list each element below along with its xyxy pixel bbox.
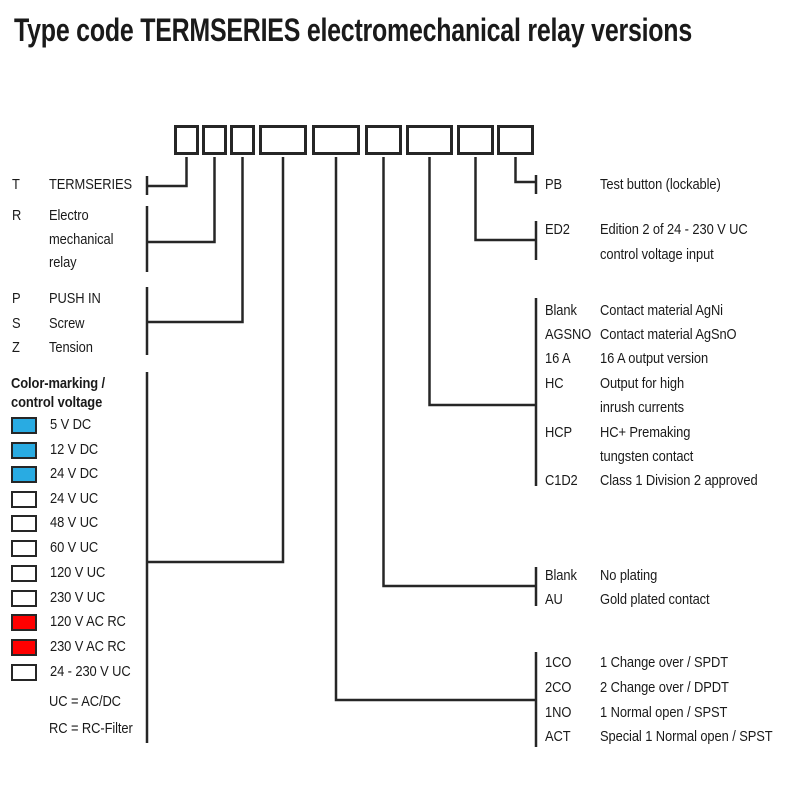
- page-title: Type code TERMSERIES electromechanical r…: [14, 12, 692, 48]
- voltage-label-60vuc: 60 V UC: [50, 539, 99, 556]
- right-code-c1d2: C1D2: [545, 472, 578, 489]
- code-box-5: [312, 125, 360, 155]
- right-desc-act: Special 1 Normal open / SPST: [600, 728, 773, 745]
- right-code-au: AU: [545, 591, 563, 608]
- right-code-16a: 16 A: [545, 350, 571, 367]
- note-rc: RC = RC-Filter: [49, 720, 133, 737]
- code-letter-s: S: [12, 315, 21, 332]
- code-letter-r: R: [12, 207, 22, 224]
- color-swatch-60vuc: [11, 540, 37, 557]
- color-swatch-12vdc: [11, 442, 37, 459]
- right-desc-agsno: Contact material AgSnO: [600, 326, 737, 343]
- right-desc-1co: 1 Change over / SPDT: [600, 654, 729, 671]
- voltage-label-230vuc: 230 V UC: [50, 589, 106, 606]
- code-box-1: [174, 125, 199, 155]
- label-push-in: PUSH IN: [49, 290, 101, 307]
- right-desc-agni: Contact material AgNi: [600, 302, 723, 319]
- right-code-1co: 1CO: [545, 654, 572, 671]
- right-desc-no-plating: No plating: [600, 567, 658, 584]
- label-relay-line3: relay: [49, 254, 77, 271]
- color-swatch-230vacrc: [11, 639, 37, 656]
- right-code-act: ACT: [545, 728, 571, 745]
- line-box9-to-test-button: [514, 157, 535, 184]
- voltage-label-12vdc: 12 V DC: [50, 441, 99, 458]
- voltage-label-24vdc: 24 V DC: [50, 465, 99, 482]
- color-marking-heading-line2: control voltage: [11, 394, 103, 411]
- label-screw: Screw: [49, 315, 85, 332]
- color-marking-heading-line1: Color-marking /: [11, 375, 106, 392]
- right-desc-hcp-line1: HC+ Premaking: [600, 424, 691, 441]
- line-box5-to-contacts: [334, 157, 535, 702]
- right-code-1no: 1NO: [545, 704, 572, 721]
- code-box-9: [497, 125, 534, 155]
- right-desc-hc-line1: Output for high: [600, 375, 685, 392]
- note-uc: UC = AC/DC: [49, 693, 121, 710]
- voltage-label-24vuc: 24 V UC: [50, 490, 99, 507]
- code-letter-p: P: [12, 290, 21, 307]
- code-letter-t: T: [12, 176, 20, 193]
- line-box2-to-relay: [148, 157, 216, 244]
- line-box1-to-termseries: [148, 157, 188, 188]
- right-desc-ed2-line2: control voltage input: [600, 246, 714, 263]
- color-swatch-230vuc: [11, 590, 37, 607]
- code-box-2: [202, 125, 227, 155]
- voltage-label-24-230vuc: 24 - 230 V UC: [50, 663, 131, 680]
- right-code-ed2: ED2: [545, 221, 570, 238]
- label-tension: Tension: [49, 339, 93, 356]
- voltage-label-120vacrc: 120 V AC RC: [50, 613, 126, 630]
- right-code-agsno: AGSNO: [545, 326, 592, 343]
- voltage-label-230vacrc: 230 V AC RC: [50, 638, 126, 655]
- right-desc-pb: Test button (lockable): [600, 176, 721, 193]
- label-relay-line1: Electro: [49, 207, 89, 224]
- line-box4-to-voltage: [148, 157, 285, 564]
- right-desc-ed2-line1: Edition 2 of 24 - 230 V UC: [600, 221, 748, 238]
- code-letter-z: Z: [12, 339, 20, 356]
- voltage-label-120vuc: 120 V UC: [50, 564, 106, 581]
- right-desc-hcp-line2: tungsten contact: [600, 448, 694, 465]
- color-swatch-48vuc: [11, 515, 37, 532]
- color-swatch-24vuc: [11, 491, 37, 508]
- line-box7-to-contact-material: [428, 157, 535, 407]
- code-box-8: [457, 125, 494, 155]
- color-swatch-120vacrc: [11, 614, 37, 631]
- color-swatch-24-230vuc: [11, 664, 37, 681]
- right-code-hcp: HCP: [545, 424, 572, 441]
- right-code-pb: PB: [545, 176, 563, 193]
- label-relay-line2: mechanical: [49, 231, 114, 248]
- code-box-4: [259, 125, 307, 155]
- right-desc-16a: 16 A output version: [600, 350, 709, 367]
- code-box-6: [365, 125, 402, 155]
- voltage-label-5vdc: 5 V DC: [50, 416, 92, 433]
- line-box6-to-plating: [382, 157, 535, 588]
- right-desc-2co: 2 Change over / DPDT: [600, 679, 729, 696]
- color-swatch-24vdc: [11, 466, 37, 483]
- color-swatch-5vdc: [11, 417, 37, 434]
- line-box8-to-edition: [474, 157, 535, 242]
- right-code-2co: 2CO: [545, 679, 572, 696]
- right-code-blank-contact: Blank: [545, 302, 577, 319]
- code-box-3: [230, 125, 255, 155]
- right-desc-1no: 1 Normal open / SPST: [600, 704, 728, 721]
- code-box-7: [406, 125, 453, 155]
- label-termseries: TERMSERIES: [49, 176, 133, 193]
- right-desc-hc-line2: inrush currents: [600, 399, 685, 416]
- right-desc-au: Gold plated contact: [600, 591, 710, 608]
- right-code-hc: HC: [545, 375, 564, 392]
- right-code-blank-plating: Blank: [545, 567, 577, 584]
- voltage-label-48vuc: 48 V UC: [50, 514, 99, 531]
- line-box3-to-connection: [148, 157, 244, 324]
- color-swatch-120vuc: [11, 565, 37, 582]
- right-desc-c1d2: Class 1 Division 2 approved: [600, 472, 758, 489]
